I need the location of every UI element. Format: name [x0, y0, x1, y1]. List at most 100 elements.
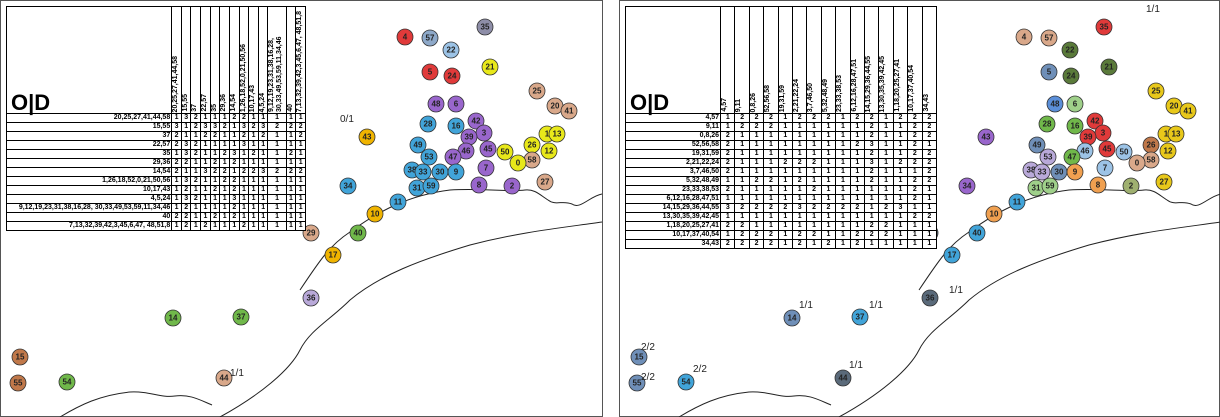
- station-label: 11: [394, 198, 403, 207]
- cell-value: 2: [267, 167, 287, 177]
- cell-value: 2: [849, 113, 865, 123]
- station-node: 5: [1040, 63, 1058, 81]
- cell-value: 2: [180, 185, 192, 195]
- cell-value: 1: [285, 194, 297, 204]
- cell-value: 2: [878, 203, 894, 213]
- station-circle: [1086, 112, 1104, 130]
- cell-value: 1: [849, 176, 865, 186]
- station-label: 27: [541, 178, 550, 187]
- od-annotation: 1/1: [1146, 4, 1160, 15]
- header-row: O|D 4,57 9,11 0,8,26 52,56,58 19,31,59 2,21,22…: [624, 6, 938, 114]
- cell-value: 2: [734, 230, 750, 240]
- row-label: 35: [5, 149, 173, 159]
- cell-value: 1: [820, 131, 837, 141]
- station-node: 0: [509, 154, 527, 172]
- station-node: 55: [9, 374, 27, 392]
- cell-value: 3: [238, 122, 250, 132]
- cell-value: 1: [806, 122, 822, 132]
- station-circle: [427, 95, 445, 113]
- station-label: 24: [448, 72, 457, 81]
- column-header: 29,36: [219, 6, 230, 114]
- cell-value: 1: [734, 176, 750, 186]
- cell-value: 1: [267, 158, 287, 168]
- station-label: 4: [403, 33, 408, 42]
- cell-value: 1: [229, 140, 240, 150]
- cell-value: 1: [806, 212, 822, 222]
- cell-value: 2: [763, 113, 779, 123]
- cell-value: 1: [171, 176, 182, 186]
- cell-value: 2: [748, 203, 765, 213]
- cell-value: 1: [777, 149, 794, 159]
- station-label: 35: [1100, 23, 1109, 32]
- station-node: 27: [1155, 173, 1173, 191]
- station-label: 1: [545, 130, 550, 139]
- cell-value: 1: [748, 167, 765, 177]
- station-label: 12: [1164, 147, 1173, 156]
- station-node: 30: [1050, 163, 1068, 181]
- cell-value: 1: [267, 212, 287, 222]
- column-label: 4,5,24: [258, 92, 266, 112]
- column-label: 2,21,22,24: [793, 78, 801, 112]
- station-circle: [851, 308, 869, 326]
- cell-value: 2: [209, 167, 221, 177]
- station-node: 33: [414, 163, 432, 181]
- station-label: 15: [635, 353, 644, 362]
- station-label: 6: [1073, 100, 1078, 109]
- cell-value: 2: [171, 167, 182, 177]
- column-label: 23,33,38,53: [836, 75, 844, 112]
- table-row: 9,12,19,23,31,38,16,28, 30,33,49,53,59,1…: [5, 203, 306, 213]
- station-label: 46: [462, 147, 471, 156]
- cell-value: 1: [267, 185, 287, 195]
- od-annotation: 2/2: [641, 342, 655, 353]
- cell-value: 1: [267, 131, 287, 141]
- cell-value: 1: [171, 194, 182, 204]
- cell-value: 1: [806, 239, 822, 249]
- station-label: 36: [926, 294, 935, 303]
- cell-value: 2: [229, 185, 240, 195]
- column-header: 37: [190, 6, 202, 114]
- table-row: 37 2 1 1 2 2 1 1 2 1 2 1 1 2: [5, 131, 306, 141]
- station-circle: [339, 177, 357, 195]
- station-node: 17: [324, 246, 342, 264]
- station-circle: [476, 18, 494, 36]
- cell-value: 2: [763, 203, 779, 213]
- station-circle: [968, 224, 986, 242]
- station-node: 9: [447, 163, 465, 181]
- station-node: 33: [1033, 163, 1051, 181]
- station-node: 43: [358, 128, 376, 146]
- station-circle: [1095, 18, 1113, 36]
- cell-value: 2: [863, 176, 880, 186]
- station-circle: [470, 176, 488, 194]
- cell-value: 1: [180, 122, 192, 132]
- station-label: 42: [1091, 117, 1100, 126]
- cell-value: 2: [190, 122, 202, 132]
- station-circle: [783, 309, 801, 327]
- station-node: 6: [1066, 95, 1084, 113]
- station-circle: [560, 102, 578, 120]
- station-circle: [419, 115, 437, 133]
- cell-value: 1: [792, 185, 808, 195]
- station-node: 5: [421, 63, 439, 81]
- cell-value: 1: [267, 140, 287, 150]
- cell-value: 1: [835, 149, 851, 159]
- cell-value: 2: [921, 158, 938, 168]
- station-node: 50: [496, 143, 514, 161]
- row-label: 23,33,38,53: [624, 185, 722, 195]
- od-annotation: 0/1: [340, 114, 354, 125]
- row-label: 14,54: [5, 167, 173, 177]
- od-table: O|D 4,57 9,11 0,8,26 52,56,58 19,31,59 2,21,22…: [624, 6, 938, 249]
- cell-value: 2: [171, 212, 182, 222]
- cell-value: 1: [219, 203, 230, 213]
- station-circle: [1089, 176, 1107, 194]
- row-label: 22,57: [5, 140, 173, 150]
- cell-value: 2: [219, 167, 230, 177]
- cell-value: 1: [720, 194, 736, 204]
- cell-value: 1: [295, 158, 306, 168]
- station-label: 13: [1172, 130, 1181, 139]
- column-label: 22,57: [201, 94, 209, 112]
- od-annotation: 2/2: [641, 372, 655, 383]
- cell-value: 2: [849, 203, 865, 213]
- cell-value: 2: [748, 230, 765, 240]
- cell-value: 1: [863, 185, 880, 195]
- table-row: 40 2 2 1 1 2 1 2 1 1 1 1 1 1: [5, 212, 306, 222]
